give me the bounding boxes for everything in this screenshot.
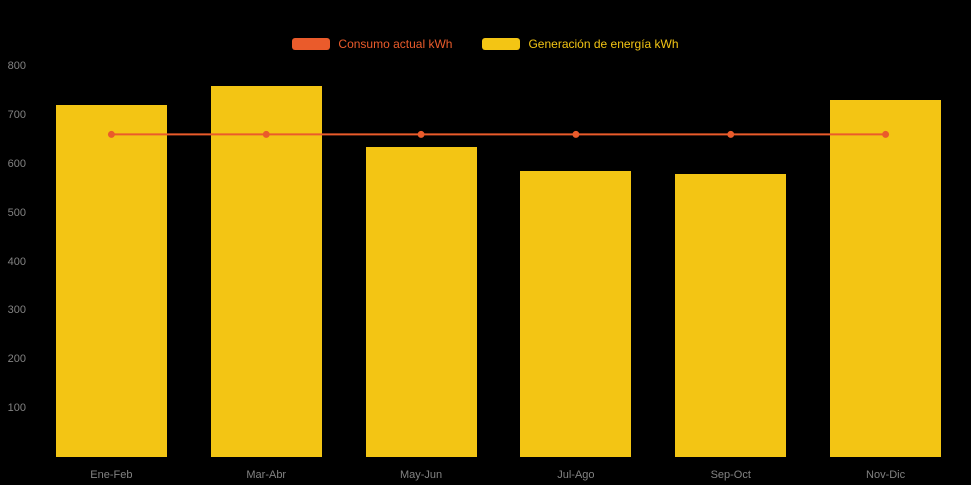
consumo-point-sep-oct — [727, 130, 735, 138]
y-axis-label-300: 300 — [7, 304, 26, 317]
x-axis-label-may-jun: May-Jun — [399, 469, 443, 481]
bar-mar-abr — [210, 85, 322, 457]
x-axis-label-nov-dic: Nov-Dic — [866, 469, 906, 481]
y-axis: 100 200 300 400 500 600 700 800 — [0, 60, 26, 457]
consumo-point-may-jun — [417, 130, 425, 138]
legend-swatch-consumo-icon — [292, 38, 331, 50]
bar-nov-dic — [830, 100, 942, 457]
y-axis-label-400: 400 — [7, 255, 26, 268]
plot-area: Ene-Feb Mar-Abr May-Jun Jul-Ago Sep-Oct Nov-D… — [34, 66, 963, 481]
legend-label-consumo: Consumo actual kWh — [338, 37, 453, 51]
bar-ene-feb — [55, 105, 167, 457]
legend-item-consumo-actual[interactable]: Consumo actual kWh — [292, 38, 452, 50]
chart-legend: Consumo actual kWh Generación de energía… — [0, 38, 971, 50]
bar-sep-oct — [675, 173, 787, 457]
y-axis-label-100: 100 — [7, 402, 26, 415]
legend-swatch-generacion-icon — [482, 38, 521, 50]
y-axis-label-600: 600 — [7, 157, 26, 170]
consumo-point-jul-ago — [572, 130, 580, 138]
y-axis-label-200: 200 — [7, 353, 26, 366]
legend-label-generacion: Generación de energía kWh — [528, 37, 679, 51]
line-series — [107, 130, 890, 138]
x-axis-label-jul-ago: Jul-Ago — [557, 469, 595, 481]
y-axis-label-500: 500 — [7, 206, 26, 219]
x-axis-label-mar-abr: Mar-Abr — [246, 469, 287, 481]
y-axis-label-800: 800 — [7, 60, 26, 72]
bar-jul-ago — [520, 171, 632, 457]
x-axis-label-ene-feb: Ene-Feb — [90, 469, 133, 481]
x-axis-label-sep-oct: Sep-Oct — [710, 469, 751, 481]
bar-may-jun — [365, 146, 477, 457]
legend-item-generacion-energia[interactable]: Generación de energía kWh — [482, 37, 679, 51]
y-axis-label-700: 700 — [7, 108, 26, 121]
